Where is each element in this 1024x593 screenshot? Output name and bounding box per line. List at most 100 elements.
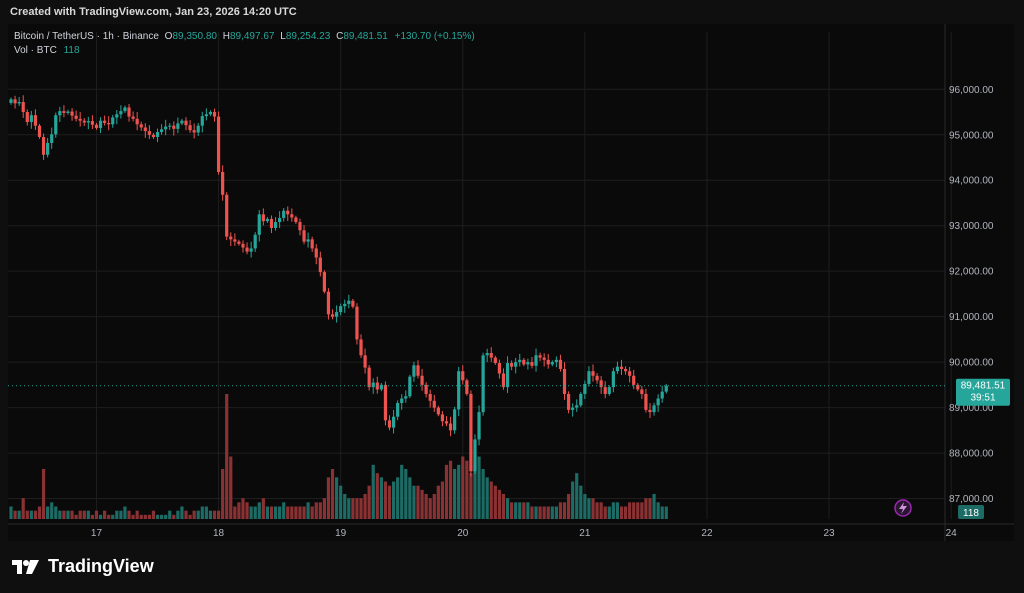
candle-body [229,236,233,240]
volume-bar [611,502,615,519]
candle-body [623,368,628,372]
candle-body [286,210,290,215]
volume-bar [139,514,143,519]
candle-body [448,423,453,431]
candle-body [538,355,542,358]
candle-body [579,393,583,406]
volume-bar [615,502,620,519]
candle-body [453,409,457,431]
volume-badge-text: 118 [963,508,979,519]
volume-bar [444,464,449,519]
volume-bar [371,464,375,519]
candle-body [440,414,445,422]
volume-bar [351,498,355,519]
volume-bar [41,469,46,519]
candle-body [363,355,367,368]
candle-body [587,371,591,384]
candle-body [477,412,481,440]
candlestick-chart[interactable]: 96,000.00 95,000.00 94,000.00 93,000.00 92,0… [8,24,1014,541]
candle-body [396,403,400,417]
low-value: 89,254.23 [286,31,331,42]
candle-body [233,239,237,242]
candle-body [86,121,90,123]
y-tick-label: 88,000.00 [949,449,994,460]
candle-body [147,131,151,135]
volume-bar [656,502,660,519]
lightning-icon[interactable] [894,499,912,517]
y-tick-label: 92,000.00 [949,267,994,278]
volume-bar [510,502,514,519]
volume-badge: 118 [958,505,984,519]
candle-body [603,387,607,394]
symbol-title: Bitcoin / TetherUS · 1h · Binance [14,31,159,42]
volume-bar [326,477,331,519]
candle-body [302,230,306,242]
candle-body [318,257,322,273]
volume-bar [229,456,233,519]
volume-bar [387,485,392,519]
volume-bar [86,510,90,519]
volume-bar [400,464,404,519]
x-tick-label: 23 [824,528,836,539]
candle-body [599,380,603,388]
volume-bar [298,506,302,519]
volume-bar [62,510,66,519]
volume-bar [278,506,282,519]
volume-bar [587,498,591,519]
chart-panel[interactable]: 96,000.00 95,000.00 94,000.00 93,000.00 92,0… [8,24,1014,541]
candle-body [82,120,86,123]
svg-text:Vol · BTC 118: Vol · BTC 118 [14,45,80,56]
candle-body [391,416,396,428]
y-tick-label: 95,000.00 [949,130,994,141]
volume-bar [436,485,440,519]
candle-body [444,421,449,424]
volume-bar [664,506,668,519]
candle-body [326,291,331,315]
candle-body [562,368,567,394]
candle-body [628,371,632,376]
candle-body [200,116,204,126]
volume-bar [514,502,518,519]
candle-body [180,120,184,124]
volume-bar [25,510,29,519]
candle-body [212,112,217,117]
y-tick-label: 87,000.00 [949,494,994,505]
volume-bar [636,502,640,519]
volume-bar [282,502,286,519]
volume-bar [184,510,188,519]
candle-body [17,102,21,104]
candle-body [583,383,587,394]
volume-bar [155,514,160,519]
candle-body [546,359,550,365]
volume-bar [493,485,497,519]
candle-body [155,132,160,138]
candle-body [432,400,436,408]
volume-bar [225,394,229,519]
volume-bar [147,514,151,519]
volume-bar [518,502,522,519]
candle-body [131,116,135,119]
countdown-text: 39:51 [970,393,995,404]
volume-bar [412,485,416,519]
volume-bar [644,498,648,519]
volume-bar [526,502,530,519]
low-label: L [280,31,286,42]
volume-bar [318,502,322,519]
candle-body [652,405,656,413]
volume-bar [599,502,603,519]
volume-bar [566,494,571,519]
volume-bar [355,498,359,519]
candle-body [70,111,74,116]
volume-bar [172,514,176,519]
candle-body [383,384,388,421]
change-value: +130.70 (+0.15%) [395,31,475,42]
candle-body [428,393,432,401]
candle-body [436,407,440,415]
candle-body [489,353,493,358]
volume-bar [579,485,583,519]
candle-body [253,234,257,249]
volume-bar [302,506,306,519]
volume-bar [107,514,111,519]
candle-body [314,248,318,258]
volume-bar [115,510,119,519]
